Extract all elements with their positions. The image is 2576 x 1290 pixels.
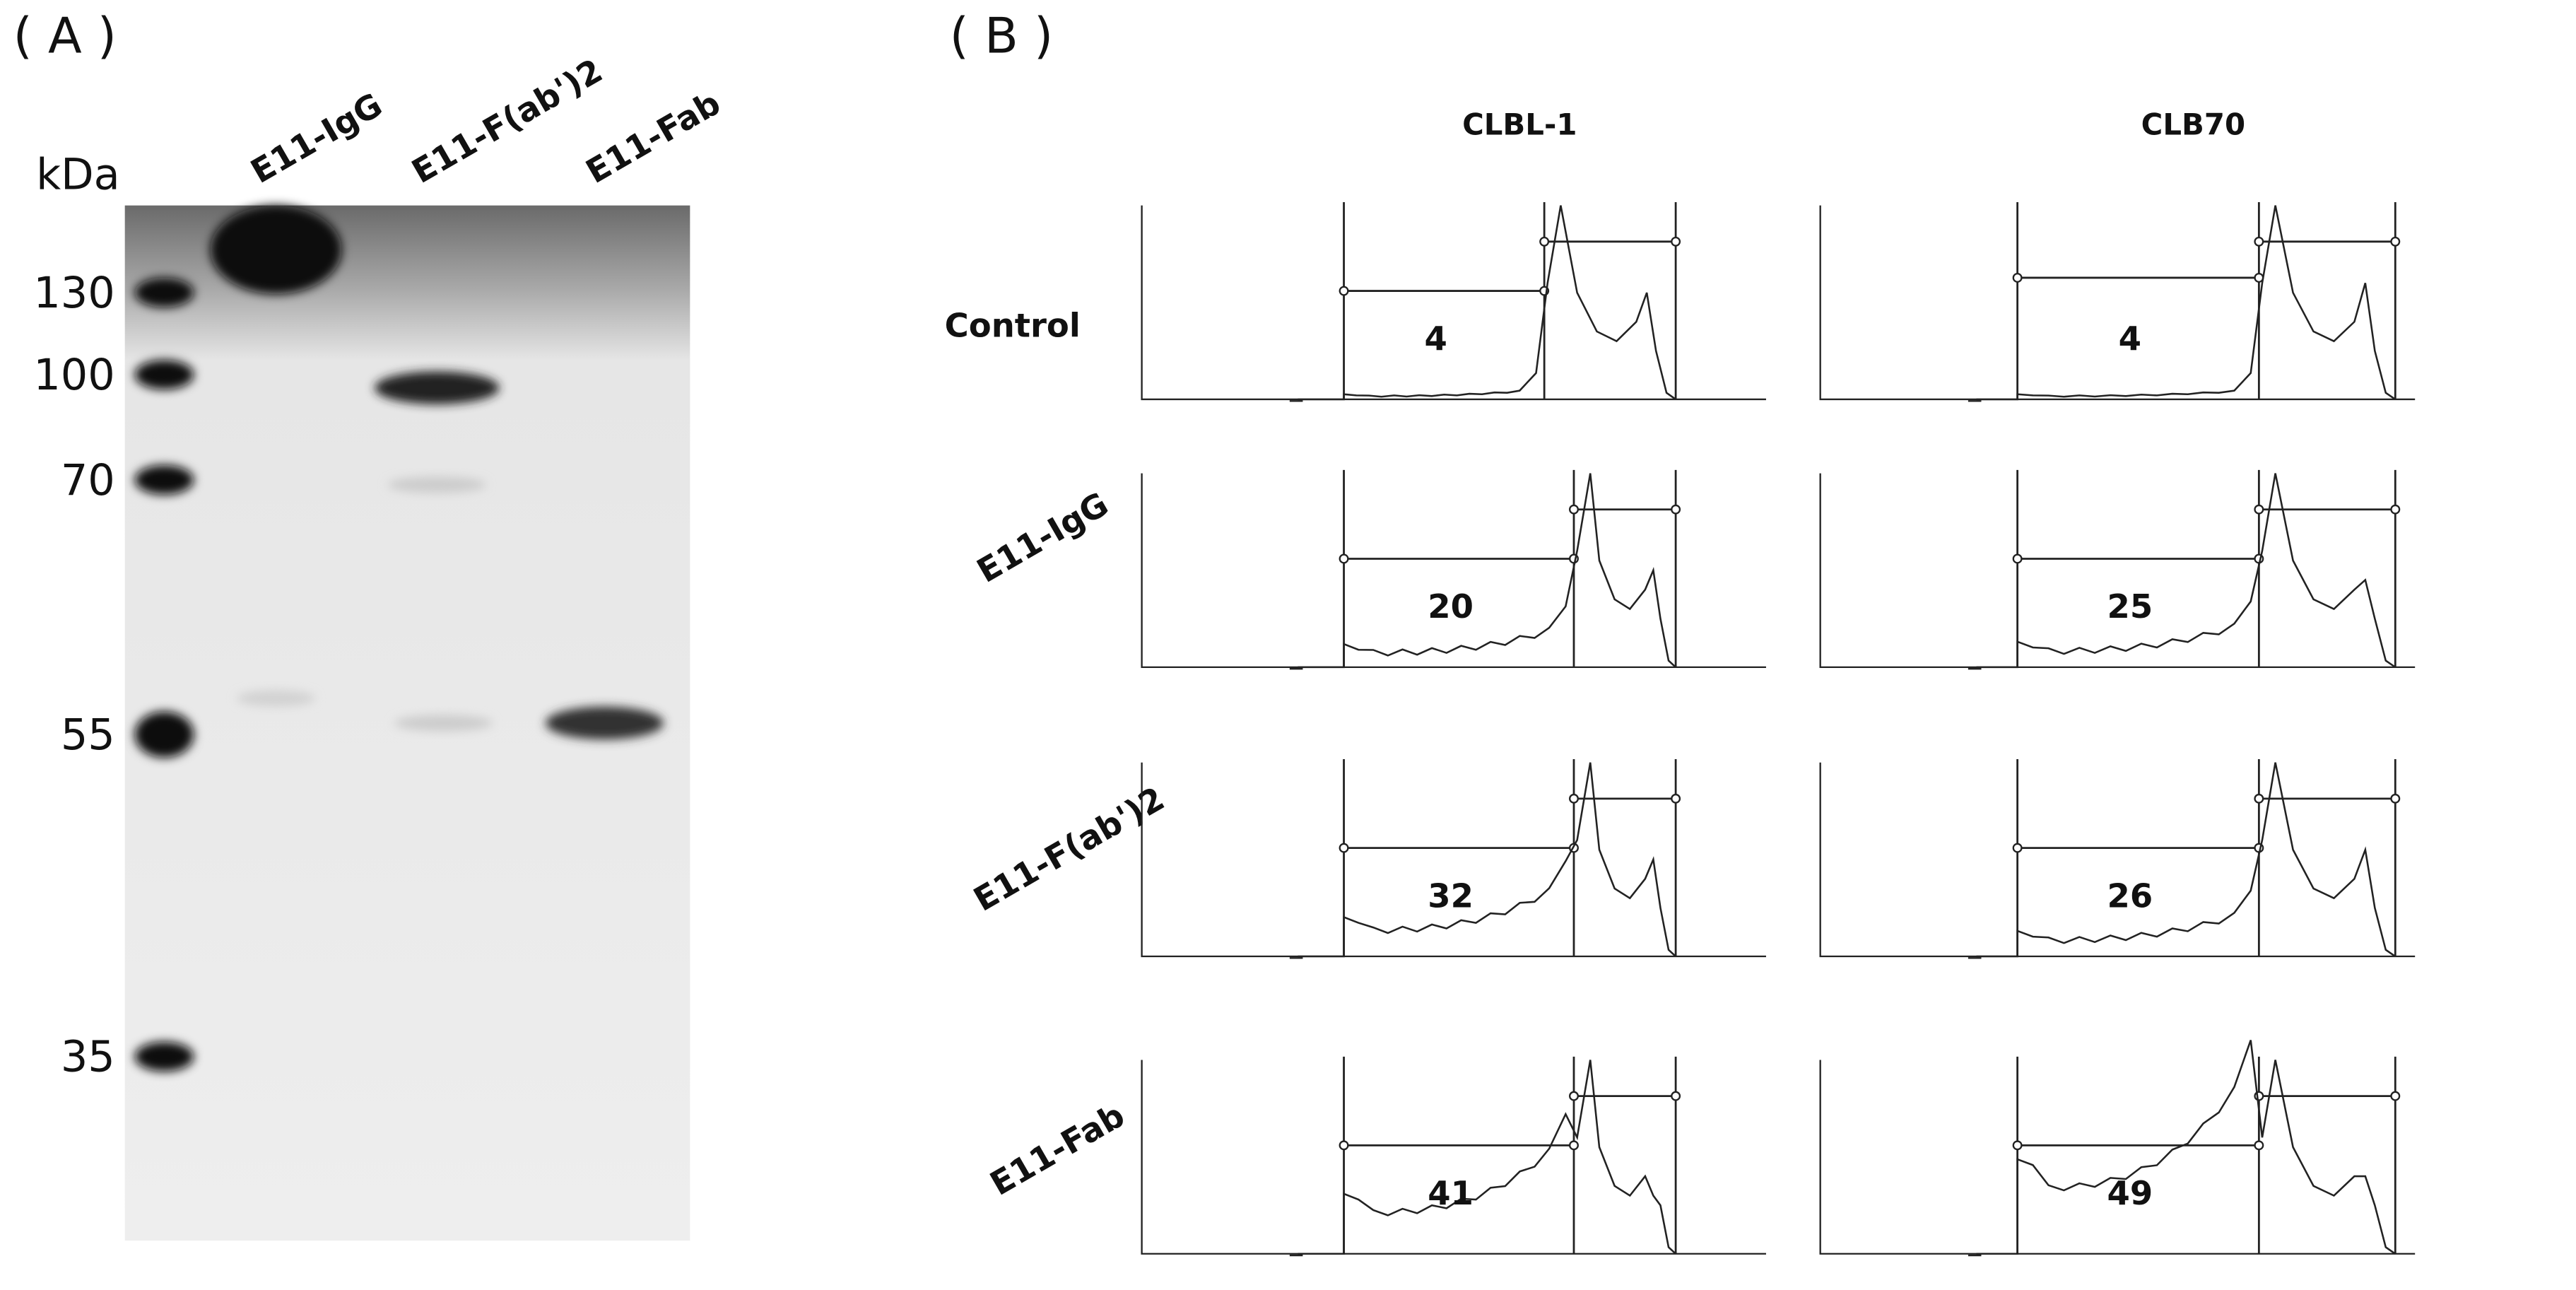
axis: [1819, 762, 2416, 958]
gate-handle: [1339, 1140, 1349, 1151]
histogram-curve: [1976, 473, 2396, 669]
panel-label: ( A ): [13, 7, 117, 64]
gate: [2016, 759, 2396, 957]
gate-handle: [1569, 793, 1579, 804]
gate-handle: [2254, 504, 2264, 515]
histogram-curve: [1976, 1040, 2396, 1255]
ladder-band: [134, 464, 194, 495]
histogram-curve: [1298, 205, 1676, 401]
unit-label: kDa: [36, 150, 120, 199]
percentage: 26: [2107, 876, 2153, 915]
lane-label: E11-IgG: [245, 86, 389, 191]
gate-handle: [2390, 793, 2401, 804]
gate-handle: [1671, 1091, 1681, 1101]
axis: [1141, 473, 1766, 669]
gate: [1343, 469, 1677, 667]
gate-handle: [1339, 286, 1349, 296]
marker-label: 130: [33, 269, 114, 318]
gate-handle: [2012, 272, 2023, 283]
column-header: CLB70: [2141, 107, 2245, 142]
percentage: 4: [1425, 319, 1447, 358]
gate-handle: [2390, 236, 2401, 247]
percentage: 20: [1428, 587, 1474, 626]
axis: [1141, 1060, 1766, 1255]
axis: [1819, 473, 2416, 669]
lane-label: E11-F(ab')2: [406, 52, 609, 191]
ladder-band: [134, 277, 194, 307]
row-label: E11-IgG: [970, 485, 1114, 590]
gate-handle: [1539, 236, 1550, 247]
percentage: 4: [2119, 319, 2141, 358]
gate-handle: [2254, 793, 2264, 804]
axis: [1141, 762, 1766, 958]
gate-handle: [1671, 793, 1681, 804]
row-label: Control: [945, 307, 1081, 345]
lane-label: E11-Fab: [580, 83, 727, 190]
axis: [1141, 205, 1766, 401]
percentage: 32: [1428, 876, 1474, 915]
percentage: 25: [2107, 587, 2153, 626]
histogram-curve: [1976, 762, 2396, 958]
gate: [2016, 469, 2396, 667]
marker-label: 55: [61, 710, 115, 760]
gel: [124, 205, 690, 1241]
axis: [1819, 1060, 2416, 1255]
ladder-band: [134, 711, 194, 758]
gate-handle: [2390, 1091, 2401, 1101]
marker-label: 100: [33, 351, 114, 400]
gate-handle: [2254, 236, 2264, 247]
gate-handle: [2254, 1091, 2264, 1101]
gate-handle: [2012, 1140, 2023, 1151]
row-label: E11-F(ab')2: [968, 779, 1171, 918]
gate-handle: [1339, 843, 1349, 853]
gate-handle: [1569, 1140, 1579, 1151]
percentage: 49: [2107, 1174, 2153, 1212]
gate-handle: [2012, 553, 2023, 564]
ladder-band: [134, 360, 194, 390]
gate-handle: [1671, 504, 1681, 515]
axis: [1819, 205, 2416, 401]
histogram-curve: [1298, 762, 1676, 958]
gate-handle: [1671, 236, 1681, 247]
gate-handle: [2012, 843, 2023, 853]
percentage: 41: [1428, 1174, 1474, 1212]
row-label: E11-Fab: [984, 1096, 1131, 1202]
gate: [2016, 202, 2396, 399]
gate: [1343, 1056, 1677, 1254]
gate: [1343, 202, 1677, 399]
ladder-band: [134, 1041, 194, 1072]
histogram-curve: [1976, 205, 2396, 401]
marker-label: 35: [61, 1033, 115, 1082]
gate-handle: [1569, 504, 1579, 515]
gate-handle: [2254, 1140, 2264, 1151]
gate: [2016, 1056, 2396, 1254]
histogram-curve: [1298, 1060, 1676, 1255]
gate-handle: [1339, 553, 1349, 564]
gate-handle: [1569, 1091, 1579, 1101]
panel-label: ( B ): [950, 7, 1054, 64]
histograms: CLBL-1 CLB70 Control 4 4 E11-IgG 20 25 E11-F(ab'…: [945, 107, 2416, 1257]
column-header: CLBL-1: [1462, 107, 1577, 142]
gate: [1343, 759, 1677, 957]
histogram-curve: [1298, 473, 1676, 669]
marker-label: 70: [61, 456, 115, 505]
gate-handle: [2390, 504, 2401, 515]
